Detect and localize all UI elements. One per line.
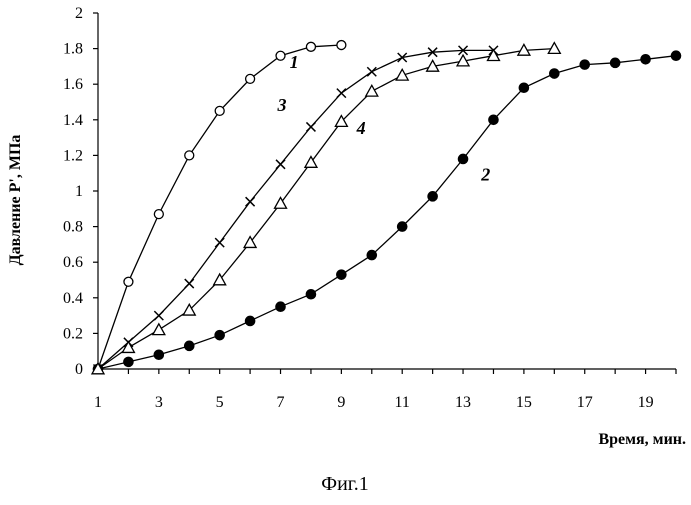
- series-3-point: [185, 279, 194, 288]
- x-tick-label: 13: [455, 394, 471, 411]
- series-3-point: [367, 67, 376, 76]
- series-1-point: [246, 74, 255, 83]
- y-tick-label: 1: [75, 183, 83, 200]
- series-2-point: [154, 350, 164, 360]
- series-1-point: [337, 41, 346, 50]
- series-4-point: [275, 197, 287, 208]
- series-2-point: [276, 302, 286, 312]
- series-label-3: 3: [276, 95, 286, 115]
- series-2-point: [458, 154, 468, 164]
- y-tick-label: 0.2: [63, 325, 83, 342]
- x-tick-label: 17: [577, 394, 593, 411]
- series-1-point: [124, 277, 133, 286]
- x-tick-label: 5: [216, 394, 224, 411]
- series-3-point: [246, 197, 255, 206]
- x-tick-label: 19: [638, 394, 654, 411]
- y-tick-label: 1.2: [63, 147, 83, 164]
- y-axis-title: Давление P', МПа: [7, 135, 24, 266]
- series-1-point: [154, 210, 163, 219]
- series-4-point: [548, 43, 560, 54]
- series-label-1: 1: [290, 52, 299, 72]
- y-tick-label: 1.6: [63, 76, 83, 93]
- y-tick-label: 1.8: [63, 41, 83, 58]
- figure-caption: Фиг.1: [321, 473, 368, 495]
- markers-layer: [92, 41, 681, 374]
- series-label-4: 4: [356, 118, 366, 138]
- series-2-point: [337, 270, 347, 280]
- series-3-point: [306, 122, 315, 131]
- y-tick-label: 0.8: [63, 219, 83, 236]
- series-2-point: [215, 330, 225, 340]
- series-line-4: [98, 49, 554, 369]
- series-2-point: [580, 60, 590, 70]
- series-2-point: [519, 83, 529, 93]
- x-axis-title: Время, мин.: [598, 431, 686, 448]
- series-2-point: [124, 357, 134, 367]
- series-1-point: [306, 42, 315, 51]
- x-tick-label: 15: [516, 394, 532, 411]
- y-tick-label: 2: [75, 5, 83, 22]
- x-tick-label: 3: [155, 394, 163, 411]
- series-2-point: [489, 115, 499, 125]
- x-tick-label: 7: [277, 394, 285, 411]
- series-layer: [98, 45, 676, 369]
- y-tick-label: 0: [75, 361, 83, 378]
- series-4-point: [366, 85, 378, 96]
- series-3-point: [215, 238, 224, 247]
- series-line-2: [98, 56, 676, 369]
- series-3-point: [154, 311, 163, 320]
- series-1-point: [185, 151, 194, 160]
- series-2-point: [428, 192, 438, 202]
- series-2-point: [245, 316, 255, 326]
- x-tick-label: 11: [395, 394, 410, 411]
- y-tick-label: 0.6: [63, 254, 83, 271]
- x-tick-label: 1: [94, 394, 102, 411]
- series-2-point: [367, 250, 377, 260]
- series-3-point: [337, 89, 346, 98]
- series-2-point: [306, 289, 316, 299]
- series-2-point: [550, 69, 560, 79]
- series-label-2: 2: [480, 164, 490, 184]
- series-2-point: [671, 51, 681, 61]
- series-4-point: [305, 157, 317, 168]
- series-2-point: [184, 341, 194, 351]
- series-line-1: [98, 45, 341, 369]
- x-tick-label: 9: [337, 394, 345, 411]
- series-2-point: [641, 54, 651, 64]
- series-1-point: [215, 106, 224, 115]
- series-2-point: [397, 222, 407, 232]
- series-2-point: [610, 58, 620, 68]
- series-1-point: [276, 51, 285, 60]
- series-4-point: [153, 324, 165, 335]
- y-tick-label: 0.4: [63, 290, 83, 307]
- series-3-point: [276, 160, 285, 169]
- y-tick-label: 1.4: [63, 112, 83, 129]
